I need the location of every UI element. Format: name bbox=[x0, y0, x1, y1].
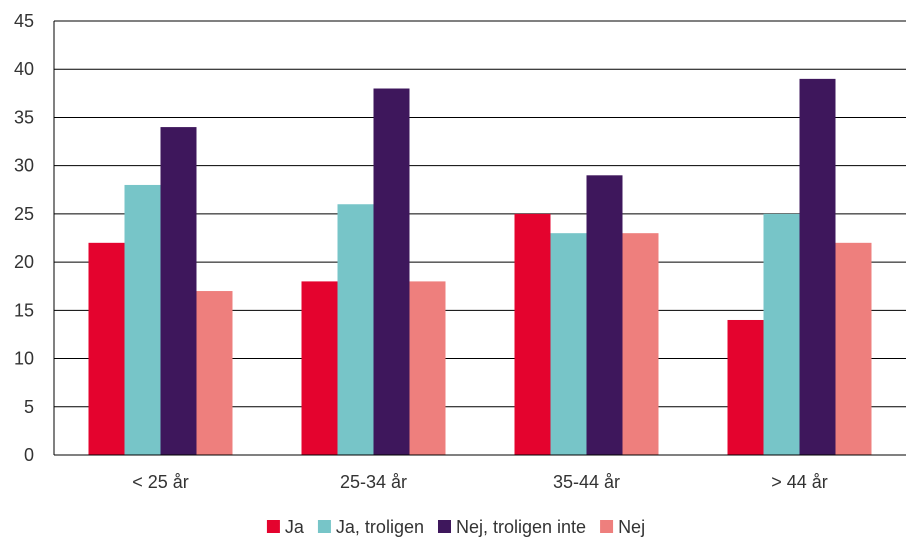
y-tick-label: 20 bbox=[14, 252, 34, 272]
legend-swatch bbox=[266, 520, 280, 533]
x-tick-label: > 44 år bbox=[771, 472, 828, 492]
bar bbox=[301, 281, 338, 455]
bar bbox=[160, 127, 197, 455]
y-tick-label: 25 bbox=[14, 204, 34, 224]
bar bbox=[622, 233, 659, 455]
x-tick-label: 35-44 år bbox=[553, 472, 620, 492]
bars bbox=[88, 78, 872, 456]
bar bbox=[727, 319, 764, 455]
bar bbox=[196, 291, 233, 455]
x-axis-tick-labels: < 25 år 25-34 år 35-44 år > 44 år bbox=[132, 472, 828, 492]
y-tick-label: 15 bbox=[14, 300, 34, 320]
y-tick-label: 45 bbox=[14, 11, 34, 31]
y-tick-label: 10 bbox=[14, 349, 34, 369]
y-tick-label: 30 bbox=[14, 156, 34, 176]
bar bbox=[373, 88, 410, 455]
bar bbox=[835, 242, 872, 455]
y-tick-label: 0 bbox=[24, 445, 34, 465]
legend-label: Nej, troligen inte bbox=[456, 517, 586, 537]
y-axis-tick-labels: 0 5 10 15 20 25 30 35 40 45 bbox=[14, 11, 34, 465]
bar bbox=[550, 233, 587, 455]
bar bbox=[124, 184, 161, 455]
legend-label: Nej bbox=[618, 517, 645, 537]
legend: Ja Ja, troligen Nej, troligen inte Nej bbox=[266, 517, 645, 537]
legend-label: Ja bbox=[285, 517, 305, 537]
legend-label: Ja, troligen bbox=[336, 517, 424, 537]
bar bbox=[799, 78, 836, 455]
legend-swatch bbox=[437, 520, 451, 533]
legend-swatch bbox=[600, 520, 614, 533]
bar bbox=[514, 213, 551, 455]
x-tick-label: < 25 år bbox=[132, 472, 189, 492]
y-tick-label: 35 bbox=[14, 107, 34, 127]
y-tick-label: 40 bbox=[14, 59, 34, 79]
bar bbox=[337, 204, 374, 455]
y-tick-label: 5 bbox=[24, 397, 34, 417]
bar bbox=[88, 242, 125, 455]
x-tick-label: 25-34 år bbox=[340, 472, 407, 492]
legend-swatch bbox=[317, 520, 331, 533]
bar bbox=[763, 213, 800, 455]
axes bbox=[53, 21, 906, 456]
bar bbox=[409, 281, 446, 455]
bar bbox=[586, 175, 623, 456]
